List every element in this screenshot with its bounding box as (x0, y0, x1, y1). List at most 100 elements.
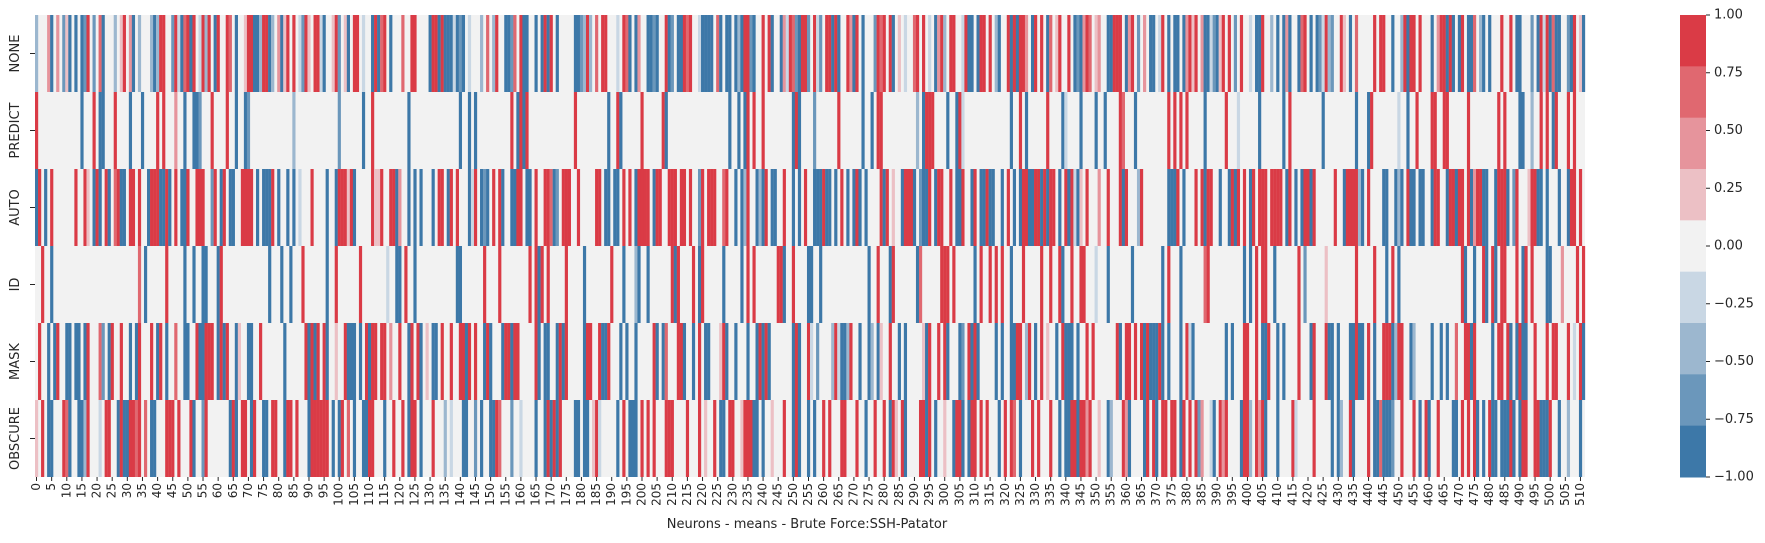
colorbar-level (1680, 169, 1706, 221)
x-tick-label: 260 (816, 483, 830, 506)
colorbar-tick-label: −0.25 (1714, 296, 1754, 311)
y-axis: NONE PREDICT AUTO ID MASK OBSCURE (8, 35, 35, 470)
x-tick-label: 40 (150, 483, 164, 498)
colorbar-level (1680, 117, 1706, 170)
x-tick-label: 110 (362, 483, 376, 506)
x-tick-label: 240 (756, 483, 770, 506)
x-tick-label: 360 (1119, 483, 1133, 506)
x-tick-label: 480 (1482, 483, 1496, 506)
x-tick-label: 30 (120, 483, 134, 498)
x-tick-label: 80 (271, 483, 285, 498)
x-tick-label: 150 (483, 483, 497, 506)
x-tick-label: 95 (317, 483, 331, 498)
x-tick-label: 20 (90, 483, 104, 498)
x-tick-label: 390 (1210, 483, 1224, 506)
x-tick-label: 195 (619, 483, 633, 506)
x-tick-label: 60 (211, 483, 225, 498)
x-tick-label: 495 (1528, 483, 1542, 506)
colorbar-level (1680, 323, 1706, 375)
x-tick-label: 245 (771, 483, 785, 506)
x-tick-label: 370 (1149, 483, 1163, 506)
colorbar-tick-label: 0.50 (1714, 123, 1743, 138)
x-tick-label: 490 (1512, 483, 1526, 506)
x-tick-label: 45 (165, 483, 179, 498)
x-tick-label: 280 (877, 483, 891, 506)
colorbar-level (1680, 271, 1706, 324)
x-tick-label: 255 (801, 483, 815, 506)
x-tick-label: 250 (786, 483, 800, 506)
x-tick-label: 230 (725, 483, 739, 506)
x-tick-label: 0 (29, 483, 43, 491)
x-tick-label: 310 (967, 483, 981, 506)
x-tick-label: 475 (1467, 483, 1481, 506)
x-tick-label: 25 (105, 483, 119, 498)
x-tick-label: 455 (1406, 483, 1420, 506)
x-tick-label: 180 (574, 483, 588, 506)
x-tick-label: 470 (1452, 483, 1466, 506)
x-tick-label: 10 (59, 483, 73, 498)
x-tick-label: 125 (407, 483, 421, 506)
x-tick-label: 435 (1346, 483, 1360, 506)
x-tick-label: 295 (922, 483, 936, 506)
x-tick-label: 410 (1270, 483, 1284, 506)
x-tick-label: 205 (650, 483, 664, 506)
colorbar-tick-label: −1.00 (1714, 470, 1754, 485)
x-tick-label: 100 (332, 483, 346, 506)
y-tick-label: ID (8, 278, 23, 292)
y-tick-label: PREDICT (8, 102, 23, 158)
y-tick-label: AUTO (8, 189, 23, 226)
x-tick-label: 140 (453, 483, 467, 506)
x-tick-label: 120 (392, 483, 406, 506)
x-tick-label: 170 (544, 483, 558, 506)
x-tick-label: 185 (589, 483, 603, 506)
colorbar-tick-label: −0.50 (1714, 354, 1754, 369)
colorbar-tick-label: −0.75 (1714, 412, 1754, 427)
x-tick-label: 155 (498, 483, 512, 506)
x-tick-label: 430 (1331, 483, 1345, 506)
x-tick-label: 160 (513, 483, 527, 506)
x-tick-label: 115 (377, 483, 391, 506)
x-tick-label: 375 (1164, 483, 1178, 506)
x-tick-label: 15 (74, 483, 88, 498)
x-tick-label: 235 (740, 483, 754, 506)
x-tick-label: 335 (1043, 483, 1057, 506)
x-tick-label: 225 (710, 483, 724, 506)
x-tick-label: 510 (1573, 483, 1587, 506)
x-tick-label: 70 (241, 483, 255, 498)
x-tick-label: 290 (907, 483, 921, 506)
x-tick-label: 380 (1179, 483, 1193, 506)
colorbar-level (1680, 374, 1706, 427)
x-tick-label: 135 (438, 483, 452, 506)
x-tick-label: 210 (665, 483, 679, 506)
x-tick-label: 355 (1104, 483, 1118, 506)
y-tick-label: MASK (8, 343, 23, 380)
x-tick-label: 345 (1073, 483, 1087, 506)
x-tick-label: 445 (1376, 483, 1390, 506)
x-tick-label: 425 (1316, 483, 1330, 506)
colorbar-level (1680, 220, 1706, 273)
x-tick-label: 350 (1089, 483, 1103, 506)
x-tick-label: 485 (1497, 483, 1511, 506)
x-tick-label: 175 (559, 483, 573, 506)
x-tick-label: 395 (1225, 483, 1239, 506)
x-tick-label: 105 (347, 483, 361, 506)
colorbar-level (1680, 15, 1706, 67)
x-tick-label: 505 (1558, 483, 1572, 506)
x-tick-label: 55 (196, 483, 210, 498)
x-tick-label: 405 (1255, 483, 1269, 506)
y-tick-label: NONE (8, 35, 23, 73)
x-tick-label: 415 (1285, 483, 1299, 506)
x-tick-label: 270 (846, 483, 860, 506)
x-tick-label: 400 (1240, 483, 1254, 506)
x-tick-label: 300 (937, 483, 951, 506)
x-tick-label: 330 (1028, 483, 1042, 506)
colorbar-level (1680, 66, 1706, 119)
x-tick-label: 340 (1058, 483, 1072, 506)
x-tick-label: 90 (301, 483, 315, 498)
x-tick-label: 325 (1013, 483, 1027, 506)
x-tick-label: 305 (952, 483, 966, 506)
x-tick-label: 200 (634, 483, 648, 506)
x-tick-label: 130 (423, 483, 437, 506)
colorbar-tick-label: 0.75 (1714, 65, 1743, 80)
